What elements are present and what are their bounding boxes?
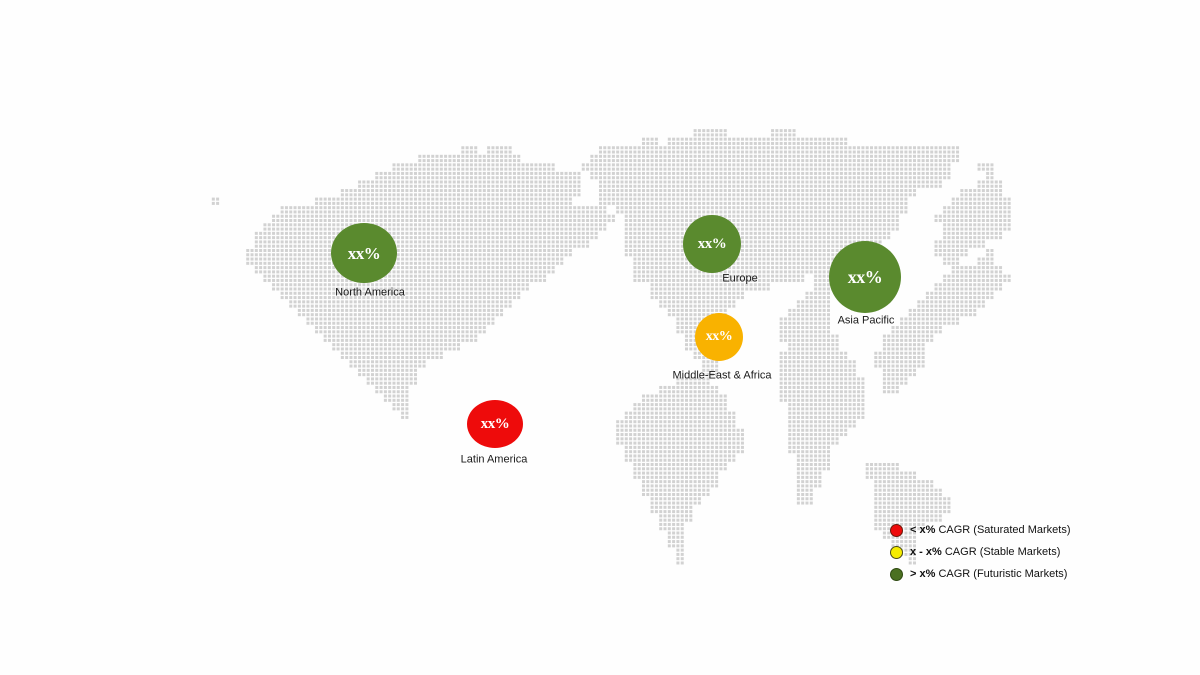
bubble-value-latin-america: xx% xyxy=(480,415,510,432)
bubble-circle-north-america[interactable]: xx% xyxy=(331,223,397,283)
bubble-label-asia-pacific: Asia Pacific xyxy=(837,314,895,327)
region-bubble-europe[interactable]: xx% xyxy=(683,215,741,273)
bubble-label-middle-east-africa: Middle-East & Africa xyxy=(672,369,772,382)
legend-desc-stable: CAGR (Stable Markets) xyxy=(944,545,1061,558)
region-bubble-asia-pacific[interactable]: xx% xyxy=(829,241,901,313)
bubble-label-latin-america: Latin America xyxy=(460,453,528,466)
region-bubble-north-america[interactable]: xx% xyxy=(331,223,397,283)
bubble-label-north-america: North America xyxy=(335,286,405,299)
legend-row-stable[interactable]: x - x% CAGR (Stable Markets) xyxy=(890,541,1190,563)
legend: < x% CAGR (Saturated Markets) x - x% CAGR… xyxy=(890,519,1190,585)
bubble-circle-europe[interactable]: xx% xyxy=(683,215,741,273)
bubble-circle-asia-pacific[interactable]: xx% xyxy=(829,241,901,313)
legend-text-saturated: < x% CAGR (Saturated Markets) xyxy=(910,523,1071,536)
legend-text-futuristic: > x% CAGR (Futuristic Markets) xyxy=(910,567,1068,580)
bubble-circle-middle-east-africa[interactable]: xx% xyxy=(695,313,743,361)
legend-range-futuristic: > x% xyxy=(910,567,936,580)
legend-dot-stable-icon xyxy=(890,545,903,559)
bubble-value-asia-pacific: xx% xyxy=(847,267,883,287)
bubble-circle-latin-america[interactable]: xx% xyxy=(467,400,523,448)
bubble-value-north-america: xx% xyxy=(347,243,381,263)
region-bubble-middle-east-africa[interactable]: xx% xyxy=(695,313,743,361)
bubble-value-europe: xx% xyxy=(697,235,727,252)
bubble-label-europe: Europe xyxy=(722,272,758,285)
legend-dot-saturated-icon xyxy=(890,523,903,537)
legend-desc-futuristic: CAGR (Futuristic Markets) xyxy=(938,567,1068,580)
legend-row-saturated[interactable]: < x% CAGR (Saturated Markets) xyxy=(890,519,1190,541)
legend-desc-saturated: CAGR (Saturated Markets) xyxy=(938,523,1071,536)
region-bubble-latin-america[interactable]: xx% xyxy=(467,400,523,448)
legend-text-stable: x - x% CAGR (Stable Markets) xyxy=(910,545,1061,558)
legend-row-futuristic[interactable]: > x% CAGR (Futuristic Markets) xyxy=(890,563,1190,585)
bubble-value-middle-east-africa: xx% xyxy=(705,329,733,344)
legend-range-saturated: < x% xyxy=(910,523,936,536)
legend-dot-futuristic-icon xyxy=(890,567,903,581)
legend-range-stable: x - x% xyxy=(910,545,942,558)
